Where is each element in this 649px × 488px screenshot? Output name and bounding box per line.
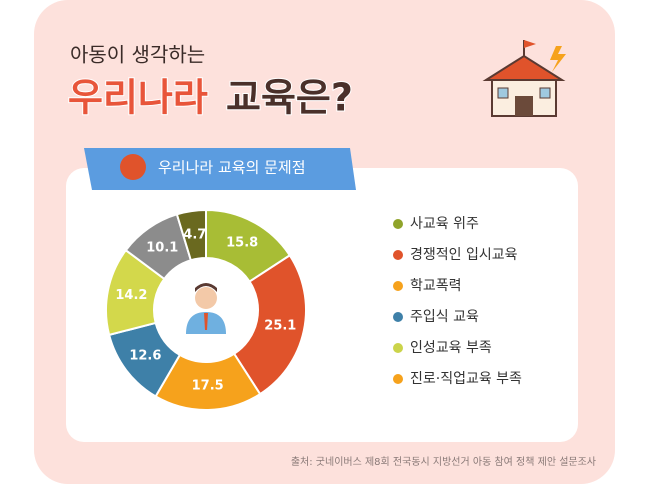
data-label: 17.5	[192, 378, 224, 393]
angry-face-icon	[120, 154, 146, 180]
donut-segment	[232, 253, 307, 396]
donut-segment	[175, 208, 207, 262]
data-label: 10.1	[146, 240, 178, 255]
chart-title: 우리나라 교육의 문제점	[158, 159, 306, 177]
source: 출처: 굿네이버스 제8회 전국동시 지방선거 아동 참여 정책 제안 설문조사	[291, 456, 596, 468]
legend-marker	[393, 374, 403, 384]
legend-marker	[393, 312, 403, 322]
legend-marker	[393, 343, 403, 353]
data-label: 12.6	[129, 348, 161, 363]
data-label: 25.1	[264, 318, 296, 333]
legend-marker	[393, 219, 403, 229]
legend-label: 진로·직업교육 부족	[410, 371, 522, 387]
legend-marker	[393, 250, 403, 260]
school-icon	[482, 40, 566, 117]
data-label: 14.2	[115, 288, 147, 303]
data-label: 4.7	[183, 227, 206, 242]
legend-label: 학교폭력	[410, 278, 462, 294]
person-icon	[186, 283, 226, 334]
title-highlight: 우리나라	[68, 76, 208, 120]
subtitle: 아동이 생각하는	[70, 43, 205, 67]
data-label: 15.8	[226, 236, 258, 251]
legend-marker	[393, 281, 403, 291]
legend-label: 주입식 교육	[410, 309, 479, 325]
legend-label: 사교육 위주	[410, 216, 479, 232]
donut: 15.8 25.1 17.5 12.6 14.2 10.1 4.7	[105, 208, 307, 411]
tab	[84, 148, 356, 190]
legend-label: 경쟁적인 입시교육	[410, 247, 518, 263]
legend-label: 인성교육 부족	[410, 340, 492, 356]
title-rest: 교육은?	[226, 76, 353, 120]
